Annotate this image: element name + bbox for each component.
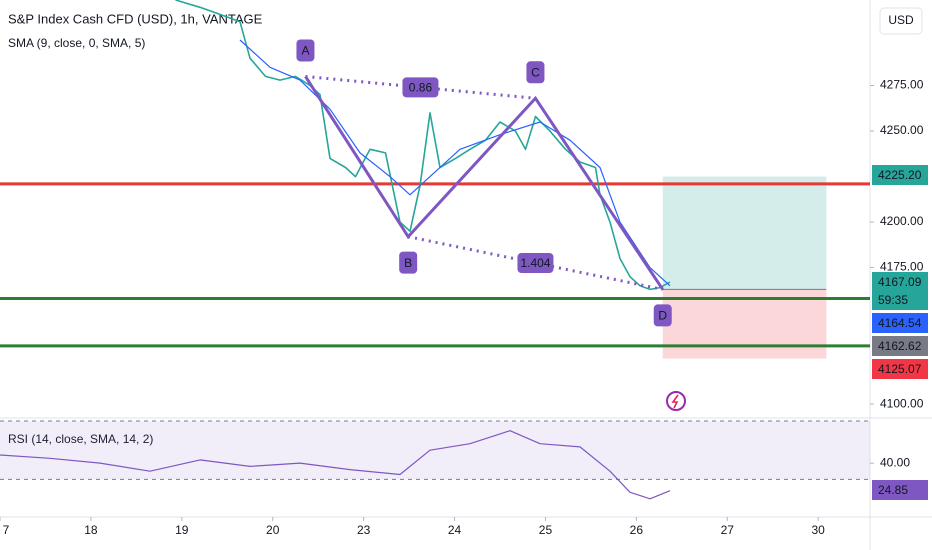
- price-label: 4125.07: [878, 362, 922, 376]
- point-badge: [653, 304, 672, 327]
- price-label-bg: [872, 359, 928, 379]
- price-label: 4167.09: [878, 275, 922, 289]
- price-label: 4225.20: [878, 168, 922, 182]
- x-tick-label: 27: [721, 523, 735, 537]
- sma-line: [239, 39, 671, 287]
- ratio-label: 1.404: [520, 256, 550, 270]
- x-tick-label: 26: [630, 523, 644, 537]
- rsi-price-label: 24.85: [878, 483, 908, 497]
- x-tick-label: 19: [175, 523, 189, 537]
- target-zone: [662, 176, 827, 290]
- point-badge: [296, 39, 315, 62]
- point-badge: [526, 61, 545, 84]
- y-tick-label: 4275.00: [880, 78, 924, 92]
- currency[interactable]: USD: [888, 13, 914, 27]
- chart-title: S&P Index Cash CFD (USD), 1h, VANTAGE: [8, 11, 263, 26]
- price-label-bg: [872, 313, 928, 333]
- rsi-y-tick-label: 40.00: [880, 455, 910, 469]
- y-tick-label: 4250.00: [880, 123, 924, 137]
- currency-button[interactable]: [879, 7, 923, 35]
- harmonic-pattern: [304, 75, 664, 291]
- price-label-bg: [872, 336, 928, 356]
- price-label-bg: [872, 272, 928, 292]
- ratio-badge: [517, 253, 554, 274]
- rsi-label: RSI (14, close, SMA, 14, 2): [8, 432, 153, 446]
- point-label: C: [531, 65, 540, 79]
- rsi-band: [0, 421, 870, 480]
- y-tick-label: 4175.00: [880, 260, 924, 274]
- x-tick-label: 30: [812, 523, 826, 537]
- y-tick-label: 4100.00: [880, 396, 924, 410]
- point-badge: [399, 251, 418, 274]
- ratio-badge: [402, 77, 439, 98]
- x-tick-label: 24: [448, 523, 462, 537]
- rsi-price-label-bg: [872, 480, 928, 500]
- price-label-bg: [872, 165, 928, 185]
- x-tick-label: 23: [357, 523, 371, 537]
- x-tick-label: 18: [84, 523, 98, 537]
- x-tick-label: 7: [3, 523, 10, 537]
- point-label: B: [404, 256, 412, 270]
- y-tick-label: 4200.00: [880, 214, 924, 228]
- x-tick-label: 20: [266, 523, 280, 537]
- alert-icon[interactable]: [666, 391, 686, 411]
- x-tick-label: 25: [539, 523, 553, 537]
- point-label: D: [658, 309, 667, 323]
- ratio-label: 0.86: [409, 81, 433, 95]
- alert-bolt: [671, 394, 679, 409]
- price-label: 59:35: [878, 293, 908, 307]
- rsi-line: [0, 430, 671, 500]
- price-label: 4162.62: [878, 339, 922, 353]
- indicator-label: SMA (9, close, 0, SMA, 5): [8, 36, 145, 50]
- price-label: 4164.54: [878, 316, 922, 330]
- point-label: A: [301, 44, 309, 58]
- price-label-bg: [872, 290, 928, 310]
- ratio-line: [407, 235, 664, 291]
